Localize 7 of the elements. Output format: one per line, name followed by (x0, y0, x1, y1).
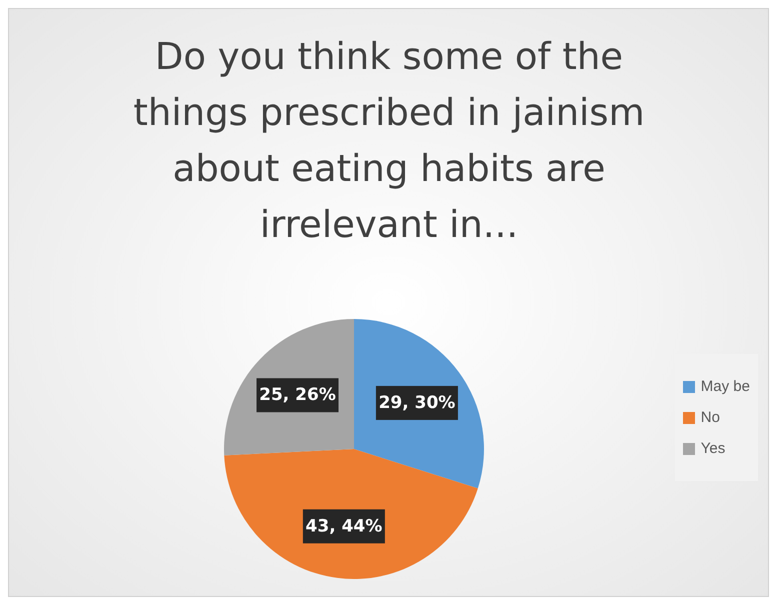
data-label: 29, 30% (378, 392, 456, 413)
chart-title: Do you think some of the things prescribed in jainism about eating habits are irrelevant in... (132, 34, 646, 248)
legend-label: May be (700, 378, 750, 395)
data-label: 25, 26% (259, 385, 336, 406)
legend-label: No (700, 409, 720, 426)
data-label: 43, 44% (306, 516, 382, 536)
legend-label: Yes (700, 440, 726, 457)
